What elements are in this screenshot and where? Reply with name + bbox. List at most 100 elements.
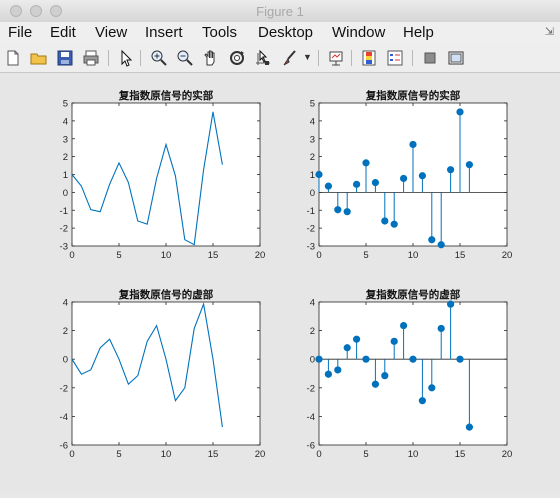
axes-4[interactable]: 复指数原信号的虚部 0 5 10 15 20 -6 -4 -2 0 2 4 bbox=[307, 288, 513, 460]
menu-overflow-arrow-icon[interactable]: ⇲ bbox=[544, 26, 554, 38]
x-tick-label: 15 bbox=[455, 250, 466, 261]
x-tick-label: 0 bbox=[316, 250, 321, 261]
minimize-window-button[interactable] bbox=[30, 5, 42, 17]
hide-plot-tools-icon[interactable] bbox=[421, 49, 439, 67]
chart-title: 复指数原信号的虚部 bbox=[118, 288, 214, 301]
stem-marker bbox=[428, 384, 436, 392]
x-tick-label: 10 bbox=[408, 449, 419, 460]
x-tick-label: 5 bbox=[116, 449, 121, 460]
stem-marker bbox=[324, 370, 332, 378]
x-tick-label: 15 bbox=[208, 250, 219, 261]
y-tick-label: 2 bbox=[310, 326, 315, 337]
stem-marker bbox=[390, 337, 398, 345]
close-window-button[interactable] bbox=[10, 5, 22, 17]
stem-marker bbox=[334, 206, 342, 214]
y-tick-label: 0 bbox=[310, 355, 315, 366]
y-tick-label: -6 bbox=[60, 441, 68, 452]
menu-tools[interactable]: Tools bbox=[202, 24, 238, 41]
stem-marker bbox=[362, 355, 370, 363]
stem-marker bbox=[465, 161, 473, 169]
toolbar-separator bbox=[318, 50, 319, 66]
x-tick-label: 10 bbox=[161, 449, 172, 460]
open-file-icon[interactable] bbox=[30, 49, 48, 67]
stem-marker bbox=[371, 178, 379, 187]
menu-help[interactable]: Help bbox=[403, 24, 434, 41]
stem-marker bbox=[343, 208, 351, 216]
print-icon[interactable] bbox=[82, 49, 100, 67]
stem-marker bbox=[437, 241, 445, 249]
stem-marker bbox=[381, 217, 389, 225]
stem-marker bbox=[353, 180, 361, 188]
x-tick-label: 5 bbox=[363, 449, 368, 460]
pointer-icon[interactable] bbox=[117, 49, 135, 67]
x-tick-label: 20 bbox=[502, 250, 513, 261]
x-tick-label: 5 bbox=[116, 250, 121, 261]
y-tick-label: 0 bbox=[310, 188, 315, 199]
toolbar-separator bbox=[140, 50, 141, 66]
axes-1[interactable]: 复指数原信号的实部 0 5 10 15 20 -3 -2 -1 0 1 2 3 4 5 bbox=[60, 89, 266, 261]
menu-desktop[interactable]: Desktop bbox=[258, 24, 314, 41]
figure-canvas: 复指数原信号的实部 0 5 10 15 20 -3 -2 -1 0 1 2 3 4 5 复指数原信号的实部 0 5… bbox=[0, 73, 560, 493]
stem-marker bbox=[362, 159, 370, 167]
axes-background bbox=[71, 102, 261, 247]
zoom-window-button[interactable] bbox=[50, 5, 62, 17]
x-tick-label: 15 bbox=[455, 449, 466, 460]
new-figure-icon[interactable] bbox=[4, 49, 22, 67]
pan-hand-icon[interactable] bbox=[202, 49, 220, 67]
toolbar-separator bbox=[412, 50, 413, 66]
stem-marker bbox=[324, 182, 332, 190]
zoom-in-icon[interactable] bbox=[150, 49, 168, 67]
y-tick-label: 4 bbox=[63, 298, 68, 309]
show-plot-tools-icon[interactable] bbox=[447, 49, 465, 67]
stem-marker bbox=[381, 372, 389, 380]
menu-window[interactable]: Window bbox=[332, 24, 386, 41]
y-tick-label: -2 bbox=[60, 383, 68, 394]
zoom-out-icon[interactable] bbox=[176, 49, 194, 67]
y-tick-label: -1 bbox=[60, 206, 68, 217]
data-cursor-icon[interactable] bbox=[254, 49, 272, 67]
y-tick-label: 4 bbox=[310, 298, 315, 309]
insert-legend-icon[interactable] bbox=[386, 49, 404, 67]
x-tick-label: 5 bbox=[363, 250, 368, 261]
axes-3[interactable]: 复指数原信号的虚部 0 5 10 15 20 -6 -4 -2 0 2 4 bbox=[60, 288, 266, 460]
figure-toolbar: ▼ bbox=[0, 44, 560, 73]
x-tick-label: 10 bbox=[408, 250, 419, 261]
y-tick-label: 5 bbox=[63, 99, 68, 110]
y-tick-label: 1 bbox=[63, 170, 68, 181]
stem-marker bbox=[447, 166, 455, 174]
menu-file[interactable]: File bbox=[8, 24, 33, 41]
menu-view[interactable]: View bbox=[95, 24, 128, 41]
y-tick-label: -2 bbox=[60, 224, 68, 235]
y-tick-label: 5 bbox=[310, 99, 315, 110]
insert-colorbar-icon[interactable] bbox=[360, 49, 378, 67]
series-line bbox=[71, 302, 223, 428]
stem-marker bbox=[447, 300, 455, 308]
brush-icon[interactable] bbox=[280, 49, 298, 67]
link-plot-icon[interactable] bbox=[327, 49, 345, 67]
y-tick-label: 3 bbox=[310, 134, 315, 145]
window-title: Figure 1 bbox=[256, 4, 304, 19]
menu-insert[interactable]: Insert bbox=[145, 24, 183, 41]
y-tick-label: 1 bbox=[310, 170, 315, 181]
stem-marker bbox=[456, 355, 464, 363]
x-tick-label: 10 bbox=[161, 250, 172, 261]
stem-marker bbox=[334, 366, 342, 374]
axes-2[interactable]: 复指数原信号的实部 0 5 10 15 20 -3 -2 -1 0 1 2 3 4 5 bbox=[307, 89, 513, 261]
y-tick-label: 2 bbox=[63, 326, 68, 337]
rotate-3d-icon[interactable] bbox=[228, 49, 246, 67]
y-tick-label: 3 bbox=[63, 134, 68, 145]
x-tick-label: 0 bbox=[69, 449, 74, 460]
chart-title: 复指数原信号的实部 bbox=[365, 89, 461, 102]
stem-marker bbox=[456, 108, 464, 116]
y-tick-label: -1 bbox=[307, 206, 315, 217]
x-tick-label: 20 bbox=[255, 449, 266, 460]
stem-marker bbox=[418, 172, 426, 180]
dropdown-arrow-icon[interactable]: ▼ bbox=[303, 52, 312, 62]
save-icon[interactable] bbox=[56, 49, 74, 67]
stem-marker bbox=[400, 174, 408, 183]
menu-edit[interactable]: Edit bbox=[50, 24, 76, 41]
y-tick-label: 4 bbox=[310, 116, 315, 127]
menu-bar: File Edit View Insert Tools Desktop Wind… bbox=[0, 22, 560, 44]
stem-marker bbox=[418, 397, 426, 405]
